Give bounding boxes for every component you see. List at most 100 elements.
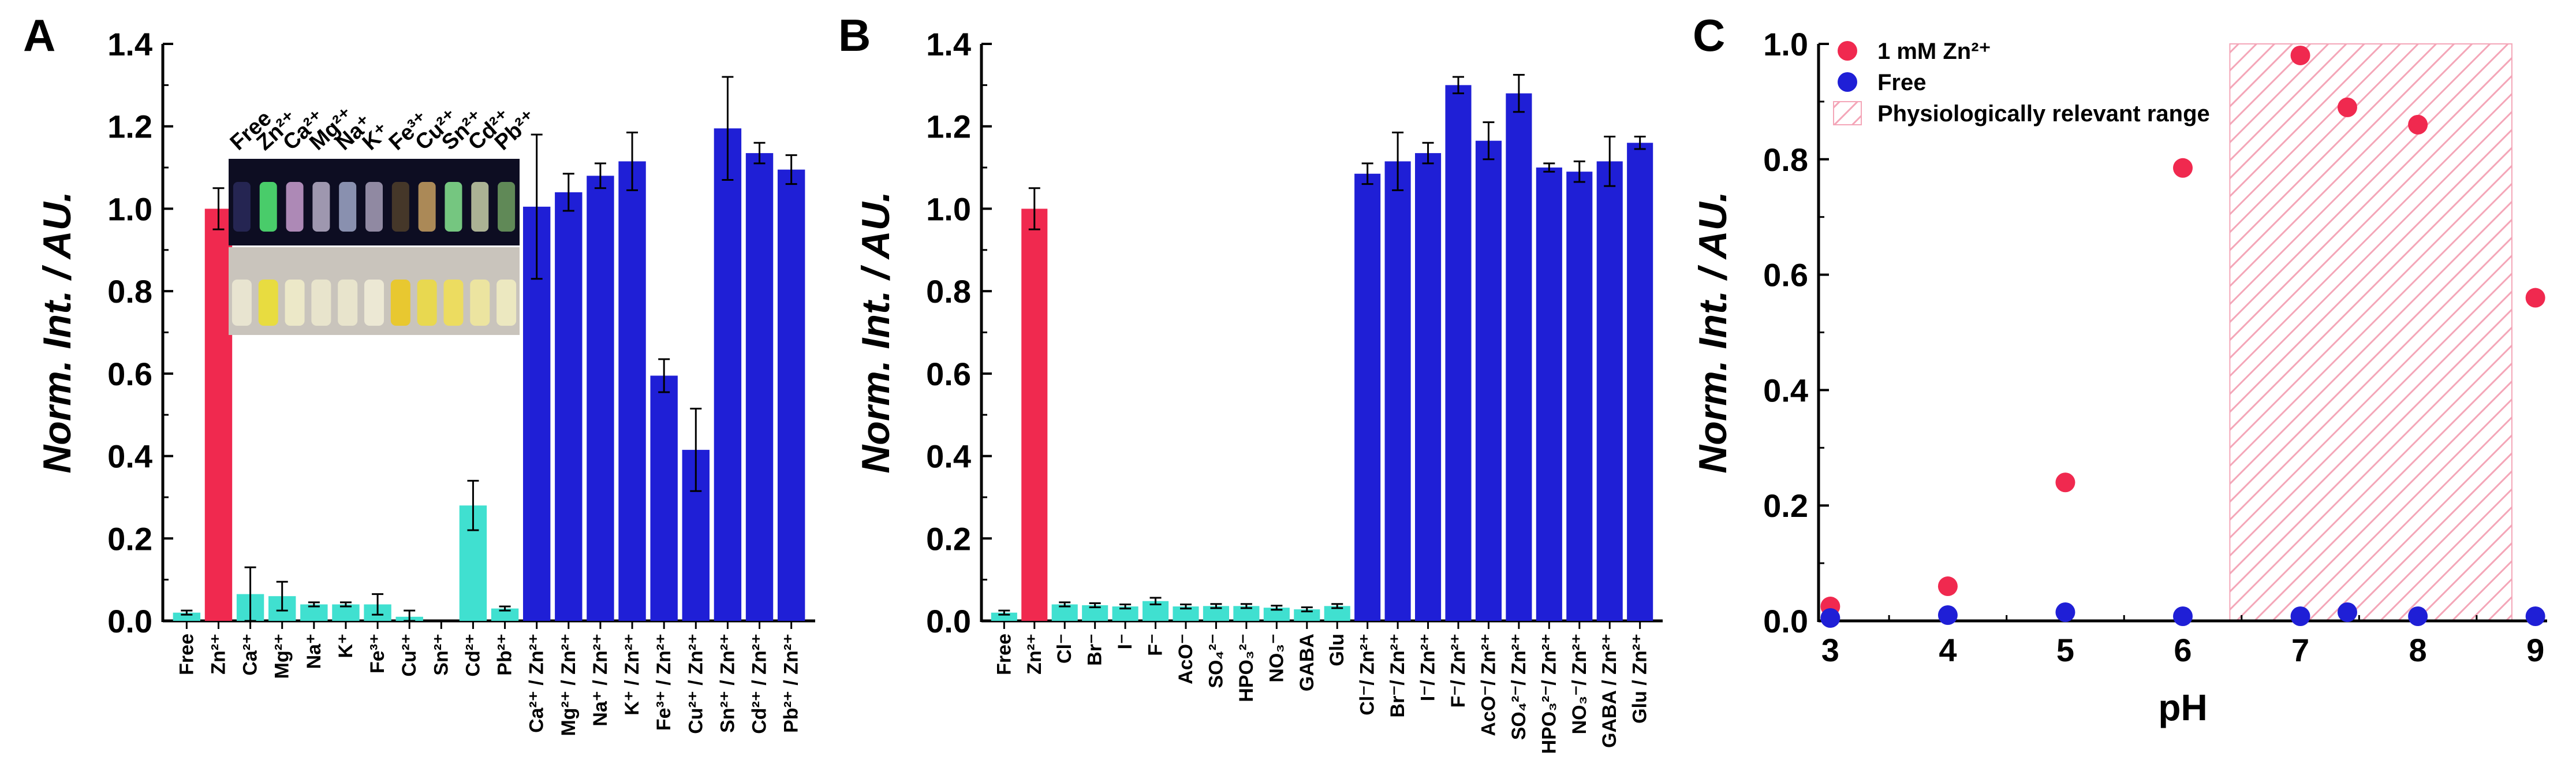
panel-a-bar xyxy=(777,169,805,621)
panel-c-x-tick-label: 6 xyxy=(2174,632,2192,668)
panel-b-bar xyxy=(1536,167,1562,621)
panel-b-category-label: NO₃⁻/ Zn²⁺ xyxy=(1569,634,1591,734)
inset-vial-uv xyxy=(233,182,251,232)
panel-b-y-tick-label: 1.2 xyxy=(926,109,971,145)
inset-vial-daylight xyxy=(390,280,410,326)
panel-a-y-tick-label: 1.0 xyxy=(107,191,152,227)
inset-vial-daylight xyxy=(417,280,437,326)
panel-label-a: A xyxy=(23,10,55,61)
panel-c-y-tick-label: 0.2 xyxy=(1763,487,1808,524)
panel-c-x-axis-label: pH xyxy=(2158,687,2207,728)
panel-a-category-label: Sn²⁺ / Zn²⁺ xyxy=(716,634,738,733)
inset-vial-daylight xyxy=(258,280,278,326)
panel-b-category-label: SO₄²⁻/ Zn²⁺ xyxy=(1508,634,1530,740)
panel-b-y-tick-label: 0.0 xyxy=(926,603,971,639)
bar-chart-a: 0.0 0.2 0.4 0.6 0.8 1.0 1.2 1.4 Norm. Int. / AU.… xyxy=(35,26,815,736)
panel-c-point-free xyxy=(2173,606,2193,627)
panel-a-category-label: Cu²⁺ / Zn²⁺ xyxy=(685,634,707,734)
panel-b-category-label: HPO₃²⁻ xyxy=(1235,634,1257,702)
panel-a-category-label: Zn²⁺ xyxy=(207,634,229,675)
panel-c-point-zn xyxy=(2408,114,2428,135)
panel-b-y-tick-label: 0.4 xyxy=(926,438,971,475)
panel-c-point-free xyxy=(2290,606,2310,627)
panel-a-bar xyxy=(714,128,742,621)
panel-a-category-label: Mg²⁺ / Zn²⁺ xyxy=(558,634,580,736)
panel-c-x-tick-label: 7 xyxy=(2291,632,2309,668)
panel-a-category-label: Na⁺ xyxy=(303,634,325,669)
panel-c-legend-marker xyxy=(1838,72,1857,92)
panel-c-point-free xyxy=(2408,606,2428,627)
panel-a-y-tick-label: 1.2 xyxy=(107,109,152,145)
panel-b-y-tick-label: 1.4 xyxy=(926,26,971,62)
inset-vial-uv xyxy=(312,182,330,232)
panel-a-bar xyxy=(618,161,646,621)
panel-c-y-tick-label: 0.4 xyxy=(1763,372,1808,408)
panel-b-category-label: AcO⁻/ Zn²⁺ xyxy=(1477,634,1499,736)
panel-b-category-label: HPO₃²⁻/ Zn²⁺ xyxy=(1538,634,1560,754)
bar-chart-b: 0.0 0.2 0.4 0.6 0.8 1.0 1.2 1.4 Norm. Int. / AU.… xyxy=(854,26,1663,754)
panel-b-bar xyxy=(1566,172,1593,621)
panel-a-category-label: Mg²⁺ xyxy=(271,634,293,679)
panel-c-point-free xyxy=(2337,602,2357,623)
inset-vial-daylight xyxy=(285,280,305,326)
panel-b-category-label: Glu xyxy=(1326,634,1348,667)
panel-a-category-label: Fe³⁺ xyxy=(367,634,389,673)
panel-a-y-tick-label: 0.0 xyxy=(107,603,152,639)
panel-b-bar xyxy=(1596,161,1623,621)
panel-b-category-label: GABA / Zn²⁺ xyxy=(1599,634,1621,748)
panel-c-point-zn xyxy=(1937,576,1958,597)
panel-a-category-label: Sn²⁺ xyxy=(430,634,452,676)
panel-b-bar xyxy=(1294,609,1320,621)
panel-c-legend-label: Physiologically relevant range xyxy=(1877,101,2210,126)
panel-c-point-zn xyxy=(2525,288,2545,308)
panel-b-category-label: NO₃⁻ xyxy=(1265,634,1287,683)
panel-a-category-label: Free xyxy=(176,634,197,675)
panel-a-y-tick-label: 0.4 xyxy=(107,438,152,475)
panel-b-bar xyxy=(1354,173,1381,621)
panel-b-category-label: F⁻/ Zn²⁺ xyxy=(1447,634,1469,708)
panel-c-physiological-range xyxy=(2229,43,2512,621)
panel-b-category-label: GABA xyxy=(1296,634,1318,691)
panel-a-category-label: Ca²⁺ / Zn²⁺ xyxy=(526,634,548,733)
panel-a-category-label: Pb²⁺ xyxy=(494,634,516,676)
inset-vial-uv xyxy=(418,182,436,232)
panel-a-bar xyxy=(650,375,678,621)
inset-vial-uv xyxy=(445,182,462,232)
panel-b-bar xyxy=(1415,153,1442,621)
panel-c-point-free xyxy=(1937,605,1958,625)
panel-a-category-label: Cd²⁺ xyxy=(462,634,484,677)
panel-c-y-tick-label: 0.6 xyxy=(1763,257,1808,293)
panel-c-x-tick-label: 3 xyxy=(1821,632,1839,668)
panel-b-bar xyxy=(1506,93,1532,621)
panel-a-bar xyxy=(204,208,233,621)
panel-c-y-tick-label: 0.8 xyxy=(1763,142,1808,178)
panel-b-category-label: I⁻/ Zn²⁺ xyxy=(1417,634,1439,701)
panel-a-y-axis-label: Norm. Int. / AU. xyxy=(35,191,79,474)
inset-vial-uv xyxy=(471,182,489,232)
inset-vial-daylight xyxy=(338,280,358,326)
panel-b-y-tick-label: 0.8 xyxy=(926,273,971,310)
panel-b-y-tick-label: 0.2 xyxy=(926,520,971,557)
panel-a-y-tick-label: 0.6 xyxy=(107,356,152,392)
inset-vial-uv xyxy=(259,182,277,232)
panel-b-y-axis-label: Norm. Int. / AU. xyxy=(854,191,898,474)
panel-c-y-tick-label: 1.0 xyxy=(1763,26,1808,62)
panel-b-bar xyxy=(1384,161,1411,621)
panel-b-category-label: SO₄²⁻ xyxy=(1205,634,1227,688)
panel-c-x-tick-label: 8 xyxy=(2409,632,2427,668)
panel-c-point-zn xyxy=(2055,472,2075,493)
panel-a-bar xyxy=(745,153,774,621)
panel-a-bar xyxy=(555,192,583,621)
panel-b-bar xyxy=(1475,140,1502,621)
panel-c-legend-label: Free xyxy=(1877,70,1927,95)
panel-c-x-tick-label: 9 xyxy=(2526,632,2544,668)
panel-b-category-label: Br⁻ xyxy=(1084,634,1106,666)
inset-vial-uv xyxy=(391,182,409,232)
panel-b-bar xyxy=(1627,143,1653,621)
panel-c-y-tick-label: 0.0 xyxy=(1763,603,1808,639)
panel-b-bar xyxy=(1021,208,1048,621)
panel-b-category-label: I⁻ xyxy=(1114,634,1136,649)
panel-b-category-label: Cl⁻/ Zn²⁺ xyxy=(1357,634,1379,716)
inset-vial-daylight xyxy=(232,280,252,326)
panel-c-legend-marker-range xyxy=(1833,101,1862,125)
